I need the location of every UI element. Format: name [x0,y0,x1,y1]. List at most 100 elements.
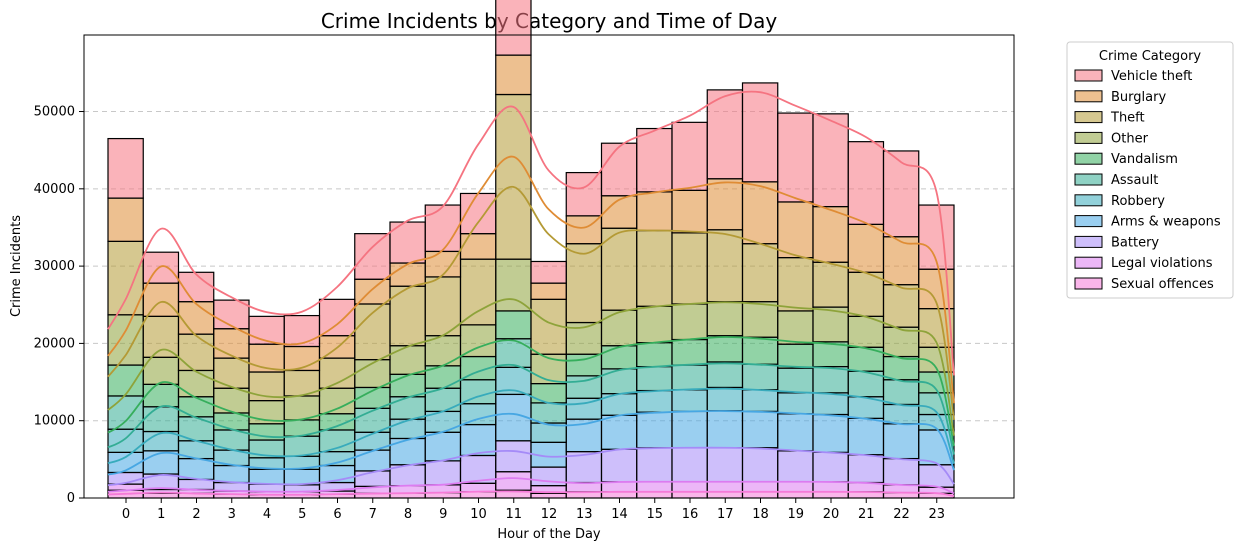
bar-segment [706,410,744,449]
bar-segment [882,379,920,406]
bar-segment [741,491,779,499]
bar-segment [636,191,673,232]
bar-segment [706,481,744,493]
kde-curve [107,490,955,497]
bar-segment [283,314,321,348]
bar-segment [424,431,462,462]
bar-segment [459,258,497,326]
bar-segment [142,282,180,317]
bar-segment [812,451,849,483]
bar-segment [600,448,638,483]
bar-segment [424,460,462,486]
bar-segment [495,310,532,340]
kde-curve [107,185,955,420]
bar-segment [671,121,708,191]
legend-swatch [1074,215,1103,228]
bar-segment [565,353,603,377]
bar-segment [459,403,497,426]
bar-segment [812,113,849,208]
bar-segment [918,429,955,466]
bar-segment [459,324,497,358]
bar-segment [847,271,885,317]
bar-segment [777,343,814,369]
x-axis-label: Hour of the Day [497,527,601,542]
legend-swatch [1074,256,1103,269]
legend: Crime Category Vehicle theft Burglary Thef… [1066,41,1234,299]
bar-segment [213,464,250,484]
x-tick-label: 4 [263,507,271,522]
y-axis: 0 10000 20000 30000 40000 50000 [34,105,84,506]
x-tick-label: 11 [505,507,522,522]
bar-segment [530,282,567,300]
x-tick-label: 6 [333,507,341,522]
y-tick-label: 50000 [34,105,75,120]
kde-curve [107,446,955,487]
legend-swatch [1074,235,1103,248]
bar-segment [636,447,673,483]
legend-swatch [1074,173,1103,186]
bar-segment [636,229,673,307]
bar-segment [459,423,497,457]
x-tick-label: 1 [157,507,165,522]
bar-segment [389,345,426,375]
bar-segment [248,315,285,345]
bar-segment [600,345,638,370]
bar-segment [777,491,814,499]
bar-segment [177,333,215,372]
bar-segment [882,423,920,460]
x-tick-label: 10 [470,507,487,522]
bar-segment [636,389,673,413]
bar-segment [530,492,567,499]
bar-segment [706,229,744,303]
x-tick-label: 5 [298,507,306,522]
legend-label: Sexual offences [1111,277,1214,292]
bar-segment [812,392,849,416]
bar-segment [565,243,603,324]
bar-segment [741,181,779,245]
bar-segment [354,449,391,472]
bar-segment [671,338,708,366]
legend-swatch [1074,111,1103,124]
bar-segment [213,387,250,414]
bar-segment [459,233,497,260]
bar-segment [671,447,708,483]
kde-curve [107,362,955,455]
kde-curve [107,387,955,465]
legend-swatch [1074,69,1103,82]
kde-curve [107,410,955,476]
bar-segment [600,309,638,347]
x-tick-label: 22 [893,507,910,522]
bar-segment [741,82,779,183]
bar-segment [495,54,532,96]
x-tick-label: 23 [928,507,945,522]
legend-label: Battery [1111,235,1159,250]
bar-segment [142,406,180,433]
bar-segment [389,396,426,420]
bar-segment [495,471,532,491]
bar-segment [671,303,708,341]
bar-segment [107,428,144,453]
bar-segment [636,127,673,193]
bar-segment [636,481,673,493]
x-tick-label: 3 [228,507,236,522]
bar-segment [671,410,708,449]
kde-curve [107,155,955,404]
bar-segment [213,357,250,389]
legend-swatch [1074,131,1103,144]
bar-segment [671,491,708,499]
bar-segment [177,396,215,418]
bar-segment [777,413,814,452]
y-tick-label: 30000 [34,259,75,274]
y-tick-label: 0 [67,491,75,506]
bar-segment [495,440,532,473]
legend-swatch [1074,194,1103,207]
x-tick-label: 8 [404,507,412,522]
plot-frame [83,34,1015,499]
y-tick-label: 20000 [34,336,75,351]
chart-title: Crime Incidents by Category and Time of … [321,9,777,33]
bar-segment [636,365,673,392]
kde-curve [107,298,955,436]
bar-segment [600,142,638,197]
bar-segment [600,227,638,311]
